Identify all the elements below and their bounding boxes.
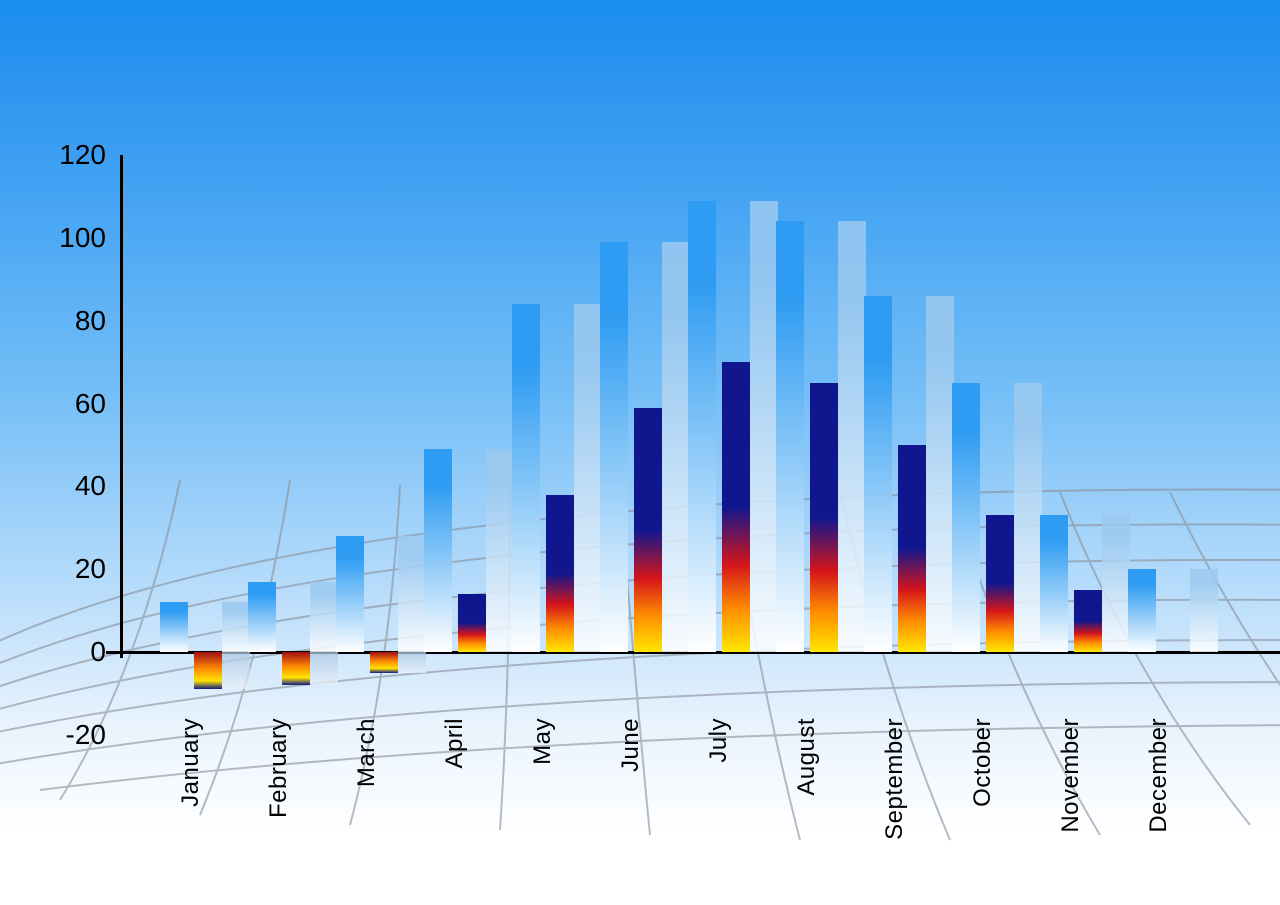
x-category-label: May — [529, 718, 557, 765]
monthly-bar-chart: -20020406080100120JanuaryFebruaryMarchAp… — [120, 155, 1240, 735]
y-axis-line — [120, 155, 123, 658]
bar-series-b — [634, 408, 662, 652]
bar-series-c — [1190, 569, 1218, 652]
bar-series-c — [662, 242, 690, 652]
bar-series-a — [864, 296, 892, 652]
x-category-label: October — [969, 718, 997, 807]
x-category-label: March — [353, 718, 381, 787]
bar-series-a — [600, 242, 628, 652]
bar-series-b-shadow — [222, 652, 250, 689]
bar-series-c — [574, 304, 602, 652]
x-category-label: February — [265, 718, 293, 818]
bar-series-b — [546, 495, 574, 652]
x-category-label: November — [1057, 718, 1085, 833]
x-category-label: August — [793, 718, 821, 796]
bar-series-b — [282, 652, 310, 685]
bar-series-b — [810, 383, 838, 652]
x-category-label: July — [705, 718, 733, 763]
bar-series-c — [222, 602, 250, 652]
bar-series-a — [1040, 515, 1068, 652]
bar-series-c — [750, 201, 778, 653]
bar-series-a — [776, 221, 804, 652]
bar-series-b-shadow — [398, 652, 426, 673]
y-tick-label: 20 — [75, 553, 120, 585]
y-tick-label: 0 — [90, 636, 120, 668]
x-category-label: September — [881, 718, 909, 840]
y-tick-label: 80 — [75, 305, 120, 337]
bar-series-c — [1102, 515, 1130, 652]
bar-series-c — [486, 449, 514, 652]
x-category-label: December — [1145, 718, 1173, 833]
bar-series-c — [398, 536, 426, 652]
y-tick-label: 40 — [75, 470, 120, 502]
bar-series-b — [458, 594, 486, 652]
x-category-label: June — [617, 718, 645, 772]
bar-series-c — [310, 582, 338, 652]
bar-series-a — [160, 602, 188, 652]
bar-series-a — [336, 536, 364, 652]
x-category-label: April — [441, 718, 469, 768]
bar-series-c — [838, 221, 866, 652]
y-tick-label: 100 — [59, 222, 120, 254]
bar-series-b — [722, 362, 750, 652]
y-tick-label: 60 — [75, 388, 120, 420]
x-category-label: January — [177, 718, 205, 807]
bar-series-a — [688, 201, 716, 653]
bar-series-b-shadow — [310, 652, 338, 685]
bar-series-b — [898, 445, 926, 652]
bar-series-b — [194, 652, 222, 689]
bar-series-b — [986, 515, 1014, 652]
y-tick-label: 120 — [59, 139, 120, 171]
bar-series-c — [926, 296, 954, 652]
bar-series-a — [512, 304, 540, 652]
bar-series-a — [1128, 569, 1156, 652]
bar-series-b — [1074, 590, 1102, 652]
bar-series-a — [952, 383, 980, 652]
bar-series-c — [1014, 383, 1042, 652]
bar-series-b — [370, 652, 398, 673]
bar-series-a — [424, 449, 452, 652]
bar-series-a — [248, 582, 276, 652]
y-tick-label: -20 — [66, 719, 120, 751]
